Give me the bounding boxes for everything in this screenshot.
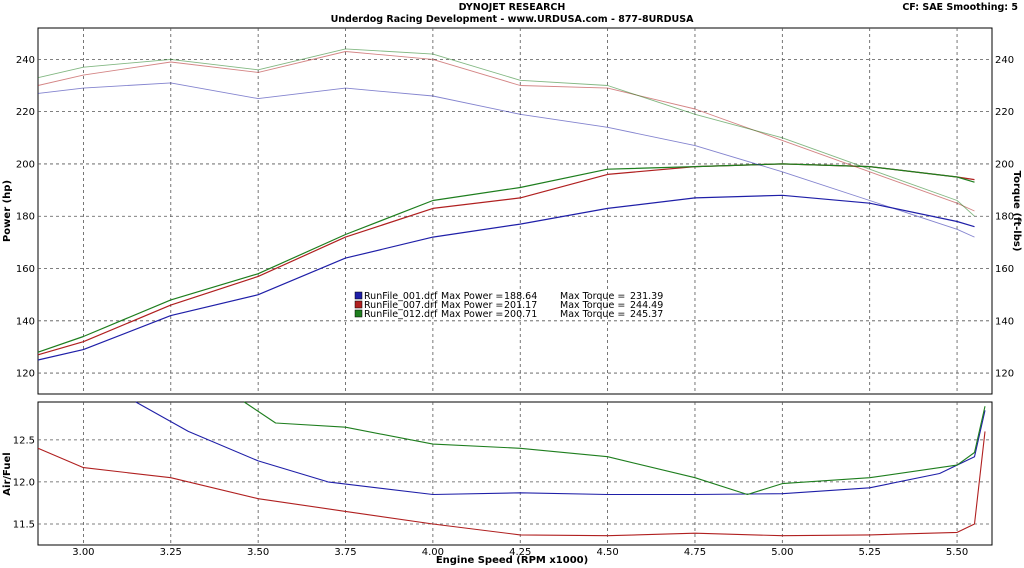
torque-tick-label: 200 [995,159,1014,170]
x-tick-label: 3.50 [247,547,269,558]
power-tick-label: 180 [16,212,35,223]
air-fuel-tick-label: 12.5 [13,435,35,446]
legend: RunFile_001.drf Max Power = 188.64 Max T… [354,291,663,320]
x-tick-label: 5.25 [859,547,881,558]
x-tick-label: 4.00 [422,547,444,558]
series-layer [37,48,986,537]
legend-run-name: RunFile_007.drf [364,300,438,311]
x-tick-label: 3.00 [72,547,94,558]
x-tick-label: 5.50 [946,547,968,558]
torque-axis-label: Torque (ft-lbs) [1011,171,1022,252]
torque-tick-label: 140 [995,316,1014,327]
air-fuel-series-line [243,401,986,496]
legend-swatch-run-001 [354,291,363,300]
x-tick-label: 3.75 [334,547,356,558]
air-fuel-tick-label: 11.5 [13,519,35,530]
chart-subtitle: Underdog Racing Development - www.URDUSA… [331,14,694,25]
legend-run-name: RunFile_012.drf [364,309,438,320]
air-fuel-axis-label: Air/Fuel [2,452,13,495]
power-tick-label: 120 [16,369,35,380]
legend-max-power-label: Max Power = [441,309,503,320]
legend-max-power-label: Max Power = [441,291,503,302]
legend-max-torque-value: 244.49 [630,300,663,311]
air-fuel-series-line [37,431,986,537]
power-tick-label: 160 [16,264,35,275]
power-tick-label: 200 [16,159,35,170]
legend-max-torque-label: Max Torque = [560,300,625,311]
grid-layer [38,28,992,545]
legend-swatch-run-012 [354,309,363,318]
power-series-line [37,194,975,361]
torque-tick-label: 160 [995,264,1014,275]
x-axis-label: Engine Speed (RPM x1000) [436,555,588,566]
legend-max-power-label: Max Power = [441,300,503,311]
air-fuel-series-line [135,401,986,496]
x-tick-label: 4.75 [684,547,706,558]
torque-tick-label: 120 [995,369,1014,380]
power-tick-label: 220 [16,107,35,118]
legend-max-torque-label: Max Torque = [560,309,625,320]
legend-max-power-value: 200.71 [504,309,537,320]
chart-title: DYNOJET RESEARCH [459,2,566,13]
legend-max-torque-label: Max Torque = [560,291,625,302]
torque-series-line [37,48,975,217]
torque-tick-label: 240 [995,55,1014,66]
power-tick-label: 240 [16,55,35,66]
x-tick-label: 4.50 [596,547,618,558]
tick-labels: 3.00 3.25 3.50 3.75 4.00 4.25 4.50 4.75 5.00 5.25… [13,55,1014,558]
x-tick-label: 5.00 [771,547,793,558]
x-tick-label: 4.25 [509,547,531,558]
torque-tick-label: 180 [995,212,1014,223]
correction-factor-info: CF: SAE Smoothing: 5 [902,2,1018,13]
x-tick-label: 3.25 [160,547,182,558]
power-torque-plot-area [37,27,993,395]
legend-run-name: RunFile_001.drf [364,291,438,302]
torque-tick-label: 220 [995,107,1014,118]
power-tick-label: 140 [16,316,35,327]
legend-max-power-value: 188.64 [504,291,537,302]
air-fuel-tick-label: 12.0 [13,477,35,488]
torque-series-line [37,51,975,212]
legend-max-torque-value: 245.37 [630,309,663,320]
torque-series-line [37,82,975,238]
power-series-line [37,163,975,353]
air-fuel-plot-area [37,401,993,546]
legend-max-power-value: 201.17 [504,300,537,311]
legend-max-torque-value: 231.39 [630,291,663,302]
power-axis-label: Power (hp) [2,180,13,242]
legend-swatch-run-007 [354,300,363,309]
